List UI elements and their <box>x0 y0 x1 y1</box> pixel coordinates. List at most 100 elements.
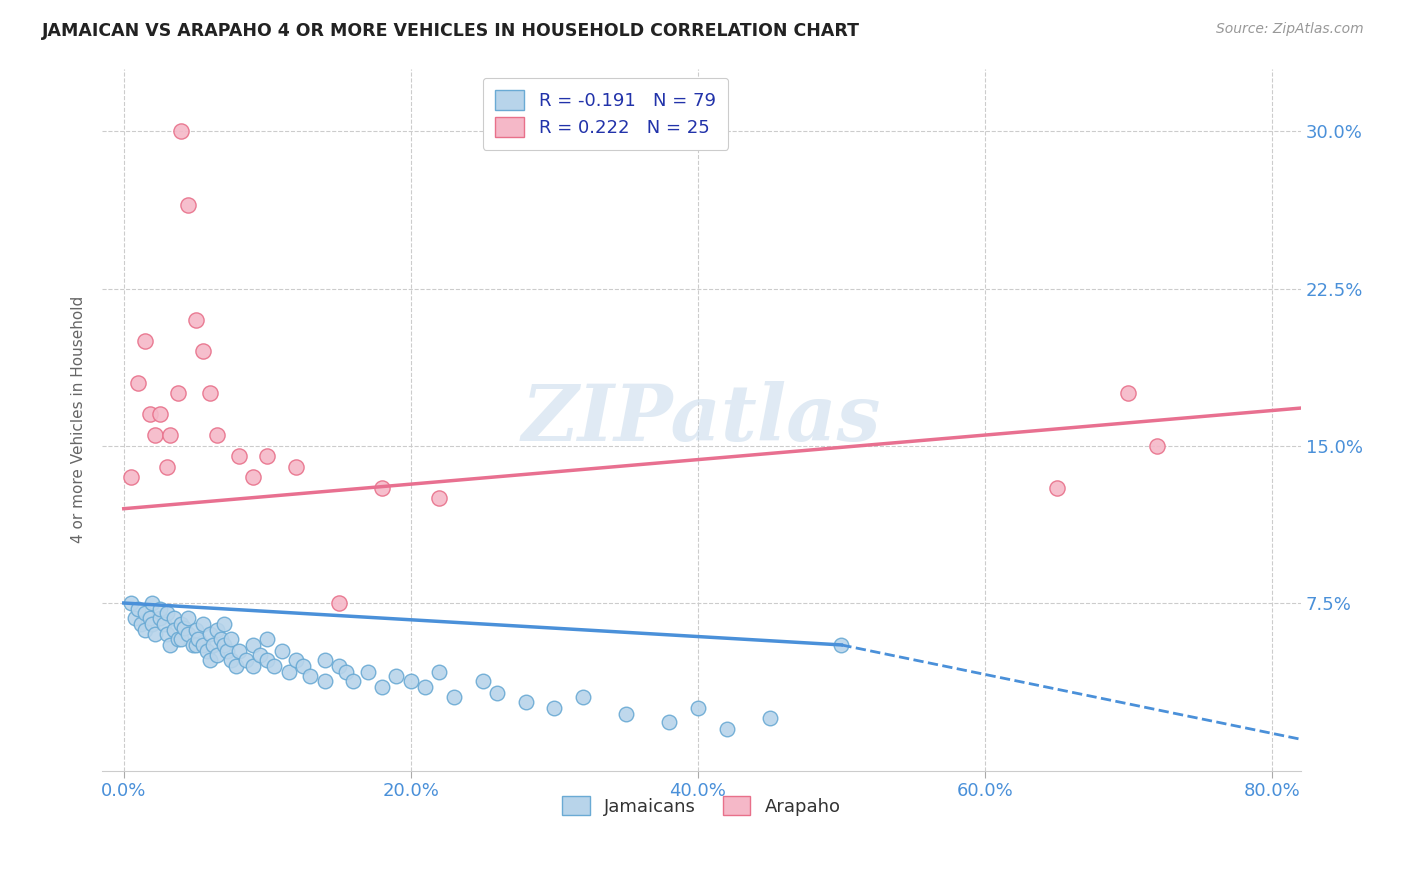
Point <box>249 648 271 663</box>
Point <box>177 198 200 212</box>
Point <box>758 711 780 725</box>
Point <box>141 617 163 632</box>
Point <box>163 624 186 638</box>
Y-axis label: 4 or more Vehicles in Household: 4 or more Vehicles in Household <box>72 296 86 543</box>
Point <box>191 617 214 632</box>
Point <box>357 665 380 680</box>
Point <box>228 644 250 658</box>
Point <box>314 673 336 688</box>
Point <box>156 459 179 474</box>
Point <box>187 632 209 646</box>
Point <box>335 665 357 680</box>
Point <box>285 652 308 666</box>
Point <box>127 602 149 616</box>
Text: Source: ZipAtlas.com: Source: ZipAtlas.com <box>1216 22 1364 37</box>
Text: ZIPatlas: ZIPatlas <box>522 382 882 458</box>
Point <box>225 659 247 673</box>
Point <box>134 607 156 621</box>
Point <box>299 669 322 683</box>
Point <box>156 607 179 621</box>
Point <box>228 450 250 464</box>
Point <box>263 659 285 673</box>
Point <box>191 344 214 359</box>
Point <box>242 659 264 673</box>
Point <box>443 690 465 705</box>
Point <box>256 632 278 646</box>
Point <box>217 644 239 658</box>
Point <box>181 638 204 652</box>
Point <box>413 680 436 694</box>
Legend: Jamaicans, Arapaho: Jamaicans, Arapaho <box>554 788 849 825</box>
Point <box>205 624 228 638</box>
Point <box>292 659 315 673</box>
Point <box>371 680 394 694</box>
Point <box>314 652 336 666</box>
Point <box>256 652 278 666</box>
Point <box>170 124 193 138</box>
Point <box>205 648 228 663</box>
Point <box>212 638 235 652</box>
Point <box>170 632 193 646</box>
Point <box>167 386 190 401</box>
Point <box>830 638 852 652</box>
Point <box>221 652 243 666</box>
Point <box>614 707 637 722</box>
Point <box>716 722 738 736</box>
Point <box>195 644 218 658</box>
Point <box>124 610 146 624</box>
Point <box>134 624 156 638</box>
Point <box>201 638 224 652</box>
Point <box>209 632 232 646</box>
Point <box>170 617 193 632</box>
Point <box>429 665 451 680</box>
Point <box>191 638 214 652</box>
Point <box>385 669 408 683</box>
Point <box>429 491 451 506</box>
Point <box>149 610 172 624</box>
Point <box>120 596 142 610</box>
Point <box>159 638 181 652</box>
Point <box>485 686 508 700</box>
Point <box>205 428 228 442</box>
Point <box>658 715 681 730</box>
Point <box>127 376 149 390</box>
Point <box>134 334 156 348</box>
Point <box>143 627 166 641</box>
Point <box>1046 481 1069 495</box>
Point <box>198 652 221 666</box>
Point <box>167 632 190 646</box>
Point <box>156 627 179 641</box>
Point <box>159 428 181 442</box>
Point <box>471 673 494 688</box>
Point <box>515 694 537 708</box>
Point <box>138 408 160 422</box>
Point <box>235 652 257 666</box>
Point <box>143 428 166 442</box>
Point <box>572 690 595 705</box>
Point <box>328 659 350 673</box>
Point <box>198 627 221 641</box>
Point <box>184 624 207 638</box>
Point <box>129 617 152 632</box>
Point <box>177 627 200 641</box>
Point <box>1146 439 1168 453</box>
Point <box>212 617 235 632</box>
Point <box>543 701 565 715</box>
Point <box>149 602 172 616</box>
Point <box>198 386 221 401</box>
Point <box>242 470 264 484</box>
Point <box>270 644 292 658</box>
Point <box>177 610 200 624</box>
Text: JAMAICAN VS ARAPAHO 4 OR MORE VEHICLES IN HOUSEHOLD CORRELATION CHART: JAMAICAN VS ARAPAHO 4 OR MORE VEHICLES I… <box>42 22 860 40</box>
Point <box>242 638 264 652</box>
Point <box>371 481 394 495</box>
Point <box>686 701 709 715</box>
Point <box>138 610 160 624</box>
Point <box>328 596 350 610</box>
Point <box>153 617 176 632</box>
Point <box>256 450 278 464</box>
Point <box>163 610 186 624</box>
Point <box>120 470 142 484</box>
Point <box>1118 386 1140 401</box>
Point <box>184 313 207 327</box>
